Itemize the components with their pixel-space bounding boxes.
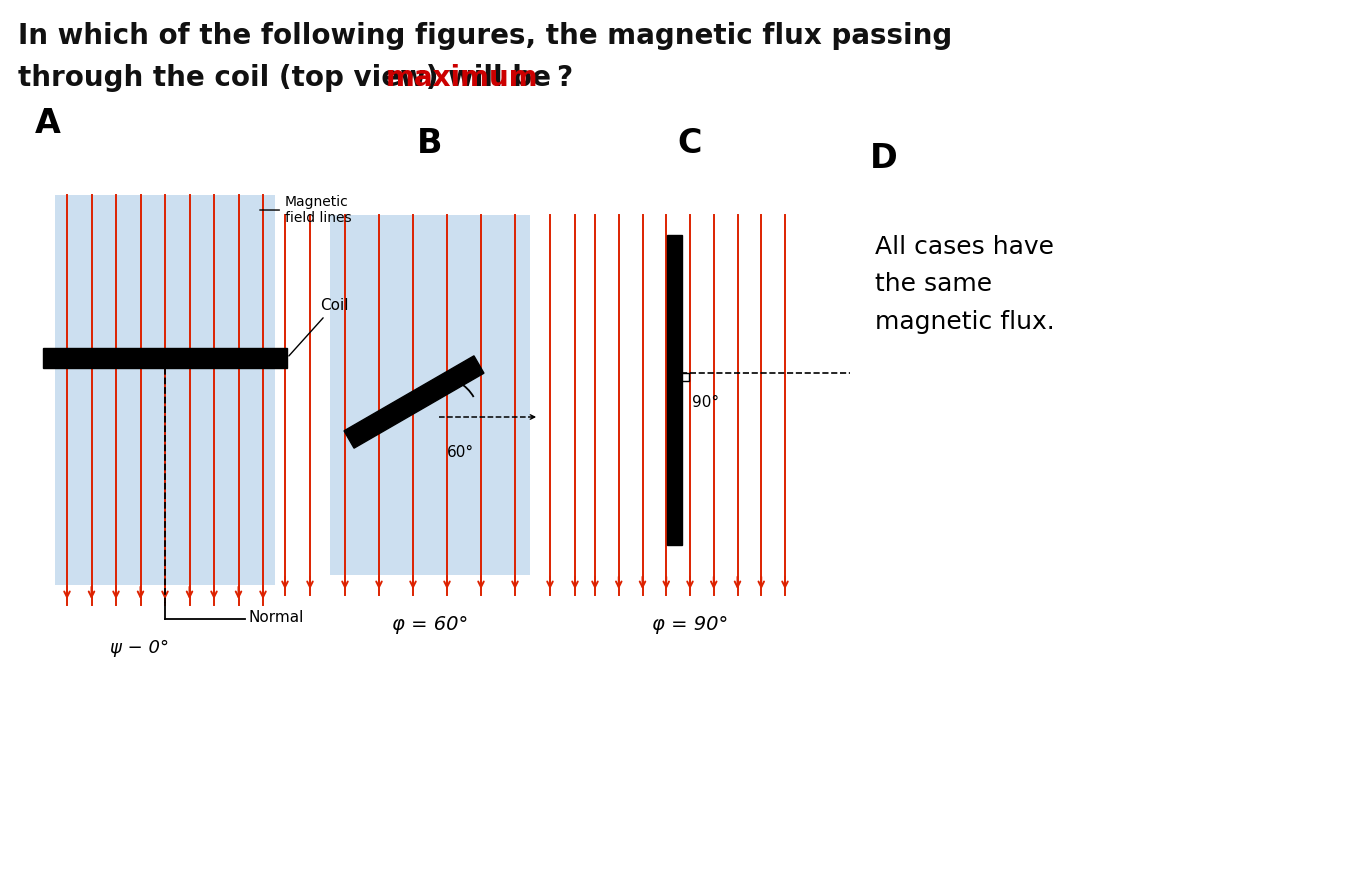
Text: φ = 90°: φ = 90° xyxy=(652,616,728,634)
Bar xyxy=(43,348,288,368)
Text: B: B xyxy=(417,127,443,160)
Bar xyxy=(680,373,688,381)
Text: Magnetic
field lines: Magnetic field lines xyxy=(259,195,351,225)
Bar xyxy=(329,215,531,575)
Bar xyxy=(55,195,275,585)
Text: Coil: Coil xyxy=(289,298,348,356)
Text: 90°: 90° xyxy=(693,395,720,410)
Text: ?: ? xyxy=(556,64,572,92)
Text: ψ − 0°: ψ − 0° xyxy=(109,639,169,657)
Text: All cases have
the same
magnetic flux.: All cases have the same magnetic flux. xyxy=(875,235,1054,333)
Text: Normal: Normal xyxy=(248,609,304,624)
Text: 60°: 60° xyxy=(447,445,474,460)
Polygon shape xyxy=(344,355,483,448)
Text: C: C xyxy=(678,127,702,160)
Text: In which of the following figures, the magnetic flux passing: In which of the following figures, the m… xyxy=(18,22,952,50)
Text: through the coil (top view) will be: through the coil (top view) will be xyxy=(18,64,560,92)
Text: maximum: maximum xyxy=(386,64,539,92)
Text: D: D xyxy=(869,142,898,175)
Bar xyxy=(667,235,682,545)
Text: A: A xyxy=(35,107,61,140)
Text: φ = 60°: φ = 60° xyxy=(392,616,468,634)
